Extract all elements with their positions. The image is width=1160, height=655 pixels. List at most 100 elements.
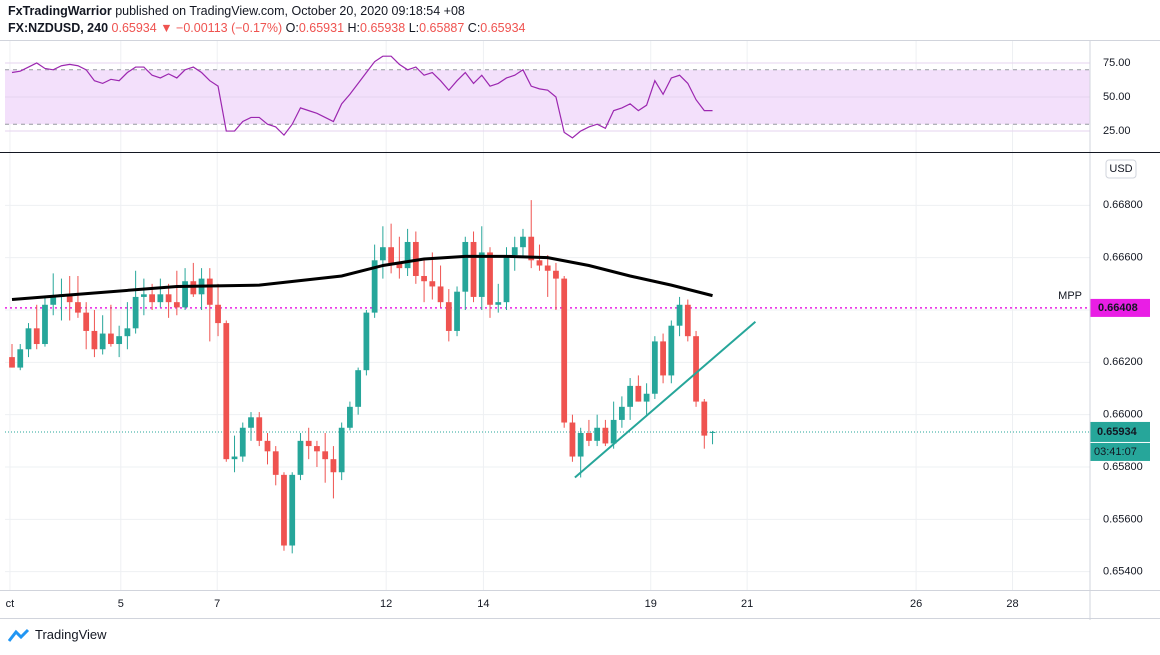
countdown: 03:41:07 (1094, 446, 1137, 458)
candle-body (173, 302, 180, 308)
x-tick-label: 21 (741, 598, 753, 610)
ohlc-value: 0.65887 (419, 21, 465, 35)
candle-body (462, 241, 469, 292)
moving-average (11, 254, 713, 302)
currency: USD (1109, 163, 1132, 175)
candle-body (239, 427, 246, 457)
candle-body (132, 296, 139, 329)
candle-body (347, 406, 353, 428)
candle-body (396, 262, 403, 269)
candle-body (272, 451, 279, 475)
header: FxTradingWarrior published on TradingVie… (8, 3, 525, 37)
candle-body (544, 265, 551, 271)
last: 0.65934 (111, 21, 157, 35)
candle-body (83, 312, 90, 331)
x-tick-label: 19 (645, 598, 657, 610)
ohlc: O:0.65931 H:0.65938 L:0.65887 C:0.65934 (286, 21, 526, 35)
x-tick-label: 12 (380, 598, 392, 610)
last-price-value: 0.65934 (1097, 426, 1138, 438)
candle-body (594, 427, 601, 441)
candle-body (330, 459, 337, 473)
publish-line: FxTradingWarrior published on TradingVie… (8, 3, 525, 20)
x-tick-label: 7 (214, 598, 220, 610)
candle-body (314, 446, 320, 452)
candle-body (454, 291, 460, 331)
candle-body (676, 304, 683, 326)
candle-body (478, 252, 485, 297)
candle-body (379, 247, 386, 261)
footer: TradingView (8, 627, 107, 642)
candle-body (553, 270, 559, 279)
candle-body (190, 281, 197, 295)
candle-body (42, 304, 48, 345)
candle-body (618, 406, 625, 420)
author: FxTradingWarrior (8, 4, 112, 18)
candle-body (421, 275, 427, 282)
candle-body (206, 278, 213, 305)
candle-body (264, 440, 271, 452)
x-tick-label: 26 (910, 598, 922, 610)
last-price-tag (1090, 421, 1150, 442)
candle-body (503, 255, 510, 303)
candle-body (99, 333, 106, 350)
candle-body (602, 427, 609, 444)
candle-body (17, 349, 24, 368)
y-tick-label: 75.00 (1103, 57, 1131, 69)
candle-body (577, 432, 584, 457)
y-tick-label: 0.66600 (1103, 252, 1143, 264)
rsi-line (11, 55, 713, 139)
ohlc-key: H: (347, 21, 361, 35)
candle-body (643, 393, 650, 402)
candle-body (470, 241, 477, 297)
x-tick-label: ct (6, 598, 15, 610)
ohlc-value: 0.65938 (360, 21, 406, 35)
candle-body (569, 422, 576, 457)
candle-body (91, 330, 98, 350)
candle-body (281, 474, 287, 546)
candle-body (182, 281, 188, 308)
ohlc-key: L: (408, 21, 420, 35)
candle-body (289, 474, 296, 546)
candle-body (140, 294, 147, 297)
candle-body (165, 294, 172, 303)
published: published on TradingView.com, October 20… (115, 4, 465, 18)
candle-body (668, 325, 675, 376)
candle-body (149, 294, 155, 303)
candle-body (610, 419, 617, 444)
y-tick-label: 0.66200 (1103, 356, 1143, 368)
candle-body (231, 456, 238, 460)
symbol-line: FX:NZDUSD, 240 0.65934 ▼ −0.00113 (−0.17… (8, 20, 525, 37)
candle-body (248, 417, 254, 428)
candle-body (215, 304, 221, 324)
candle-body (33, 328, 40, 345)
countdown-tag (1090, 442, 1150, 461)
candle-body (520, 236, 526, 248)
ohlc-key: O: (285, 21, 299, 35)
candle-body (660, 341, 666, 376)
candle-body (635, 385, 642, 402)
candle-body (223, 323, 230, 460)
currency-box (1105, 159, 1137, 179)
y-tick-label: 0.65600 (1103, 513, 1143, 525)
change: −0.00113 (−0.17%) (176, 21, 283, 35)
candle-body (50, 296, 57, 305)
candle-body (124, 328, 131, 337)
candle-body (66, 294, 73, 303)
y-tick-label: 0.66800 (1103, 199, 1143, 211)
candle-body (305, 440, 312, 447)
candle-body (536, 260, 543, 266)
candle-body (75, 302, 81, 313)
candle-body (651, 341, 658, 394)
ohlc-key: C: (467, 21, 481, 35)
candle-body (108, 333, 114, 345)
mpp-tag (1090, 298, 1150, 317)
brand: TradingView (35, 627, 107, 642)
mpp-value: 0.66408 (1098, 302, 1138, 314)
y-tick-label: 0.65800 (1103, 461, 1143, 473)
ohlc-value: 0.65934 (480, 21, 526, 35)
candle-body (9, 357, 15, 368)
candle-body (561, 278, 568, 423)
x-tick-label: 14 (477, 598, 489, 610)
